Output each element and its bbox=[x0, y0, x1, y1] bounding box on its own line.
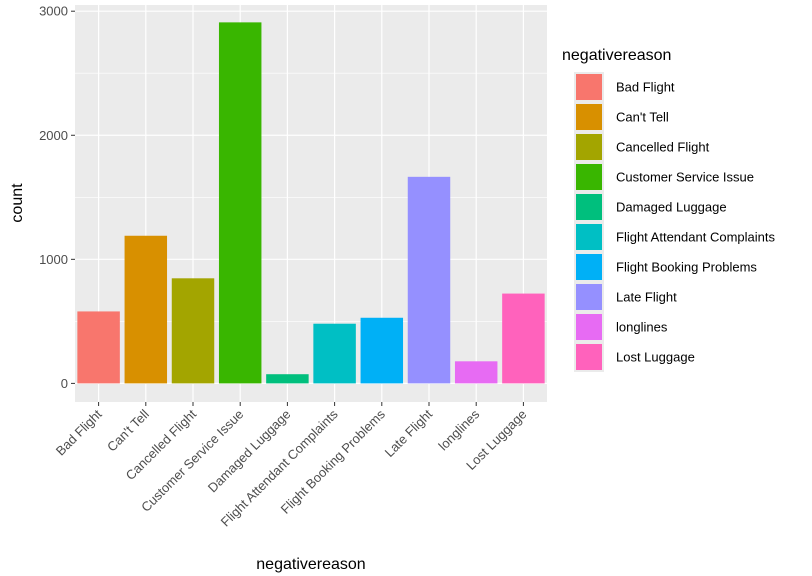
legend-swatch-flight-booking-problems bbox=[576, 254, 602, 280]
legend-swatch-bad-flight bbox=[576, 74, 602, 100]
y-axis-title: count bbox=[9, 183, 26, 223]
legend-swatch-cancelled-flight bbox=[576, 134, 602, 160]
legend-label: Cancelled Flight bbox=[616, 140, 710, 155]
legend-swatch-can-t-tell bbox=[576, 104, 602, 130]
bar-cancelled-flight bbox=[171, 278, 215, 384]
x-axis-title: negativereason bbox=[256, 556, 365, 573]
legend-swatch-late-flight bbox=[576, 284, 602, 310]
bar-flight-attendant-complaints bbox=[313, 323, 356, 384]
y-tick-label: 1000 bbox=[39, 252, 68, 267]
bar-damaged-luggage bbox=[266, 374, 309, 384]
y-tick-label: 2000 bbox=[39, 128, 68, 143]
legend-label: Can't Tell bbox=[616, 110, 669, 125]
legend-label: Damaged Luggage bbox=[616, 200, 727, 215]
y-axis: 0 1000 2000 3000 bbox=[39, 4, 75, 391]
x-tick-label: Late Flight bbox=[382, 406, 436, 460]
legend-label: Customer Service Issue bbox=[616, 170, 754, 185]
bar-can-t-tell bbox=[124, 235, 168, 384]
legend-label: longlines bbox=[616, 320, 668, 335]
legend-swatch-longlines bbox=[576, 314, 602, 340]
bars bbox=[77, 22, 545, 384]
legend-swatch-damaged-luggage bbox=[576, 194, 602, 220]
legend: negativereason Bad Flight Can't Tell Cance… bbox=[562, 47, 775, 372]
legend-label: Flight Attendant Complaints bbox=[616, 230, 775, 245]
y-tick-label: 0 bbox=[61, 376, 68, 391]
x-tick-label: Bad Flight bbox=[53, 406, 105, 458]
x-tick-label: Can't Tell bbox=[104, 406, 152, 454]
bar-late-flight bbox=[407, 176, 451, 384]
bar-bad-flight bbox=[77, 311, 120, 384]
legend-swatch-flight-attendant-complaints bbox=[576, 224, 602, 250]
bar-customer-service-issue bbox=[218, 22, 262, 384]
legend-label: Late Flight bbox=[616, 290, 677, 305]
x-tick-label: longlines bbox=[435, 406, 482, 453]
bar-longlines bbox=[454, 361, 498, 384]
legend-swatch-customer-service-issue bbox=[576, 164, 602, 190]
legend-label: Bad Flight bbox=[616, 80, 675, 95]
x-tick-label: Damaged Luggage bbox=[205, 407, 294, 496]
bar-flight-booking-problems bbox=[360, 317, 404, 384]
bar-lost-luggage bbox=[502, 293, 545, 384]
legend-label: Lost Luggage bbox=[616, 350, 695, 365]
legend-title: negativereason bbox=[562, 47, 671, 64]
legend-label: Flight Booking Problems bbox=[616, 260, 757, 275]
y-tick-label: 3000 bbox=[39, 4, 68, 19]
legend-swatch-lost-luggage bbox=[576, 344, 602, 370]
